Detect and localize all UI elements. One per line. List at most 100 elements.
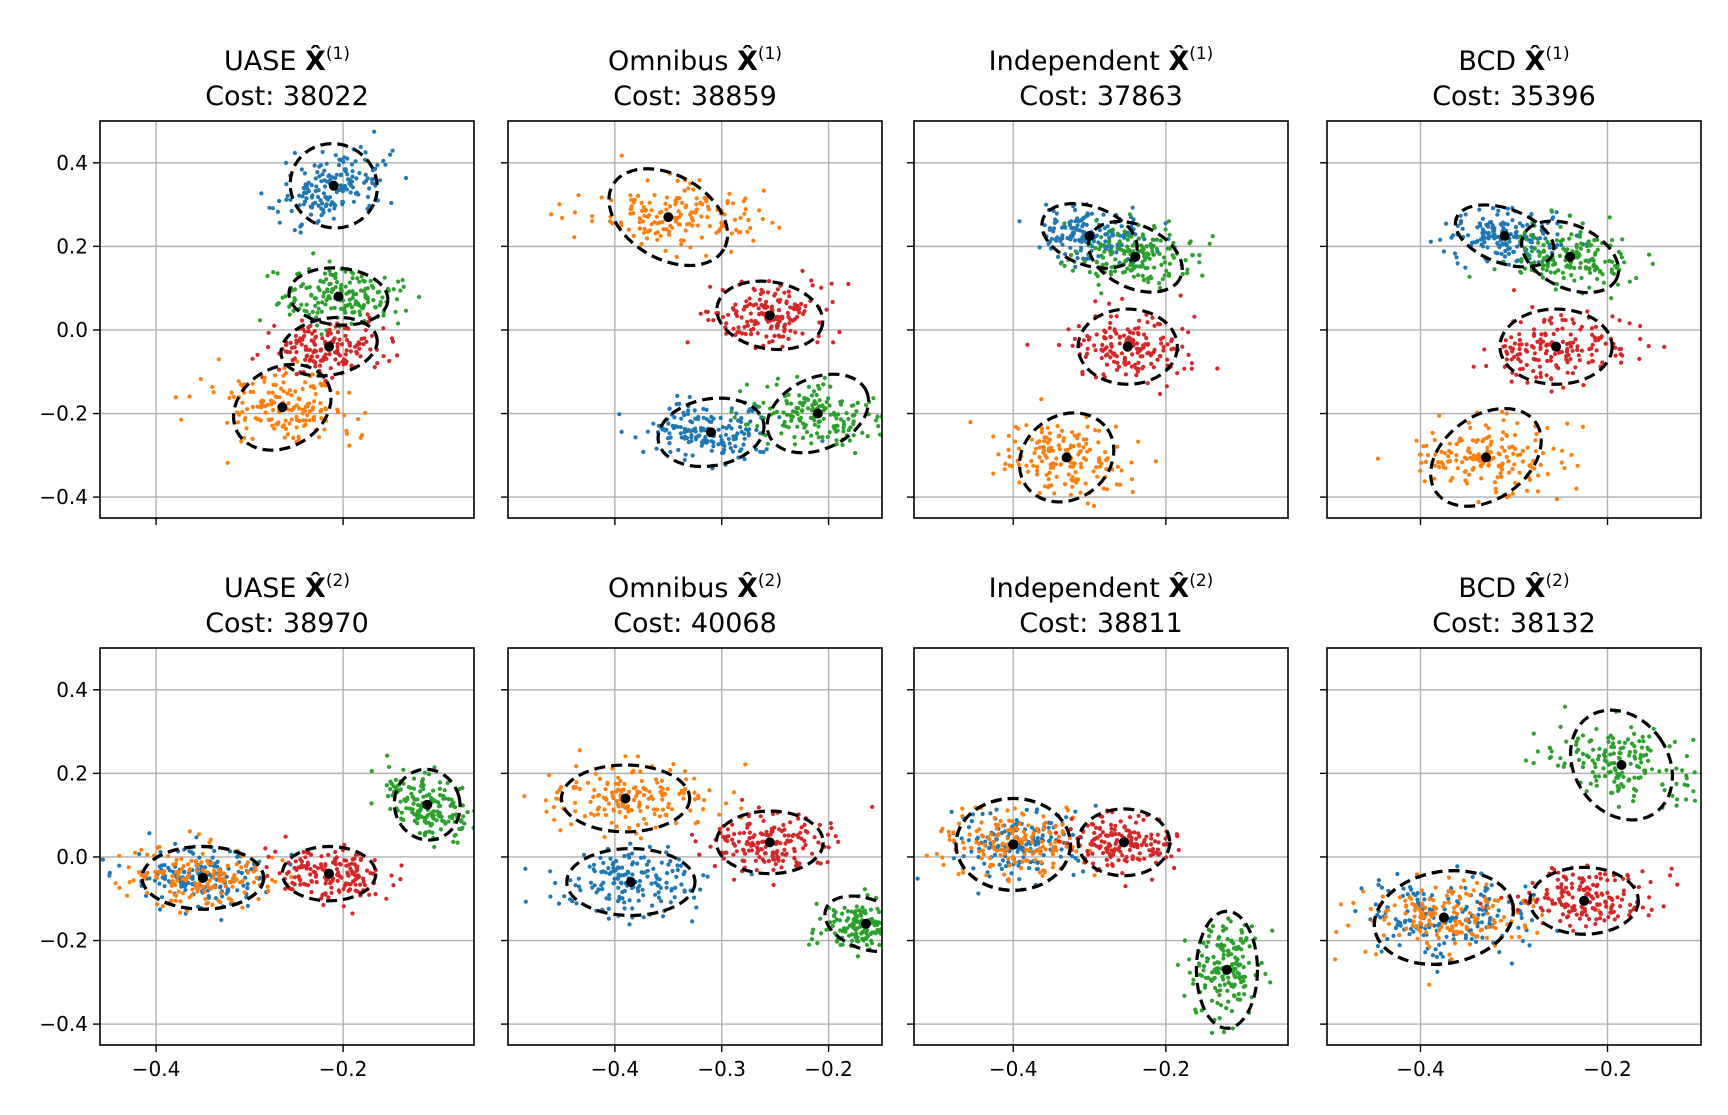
scatter-point bbox=[1546, 342, 1551, 347]
scatter-point bbox=[1449, 235, 1454, 240]
scatter-point bbox=[1510, 218, 1515, 223]
scatter-point bbox=[365, 194, 371, 200]
scatter-point bbox=[1012, 806, 1017, 811]
scatter-point bbox=[1172, 865, 1177, 871]
scatter-point bbox=[1114, 367, 1119, 372]
scatter-point bbox=[675, 178, 680, 183]
scatter-point bbox=[1123, 884, 1128, 889]
scatter-point bbox=[1536, 358, 1541, 363]
scatter-point bbox=[1581, 383, 1586, 388]
scatter-point bbox=[1119, 224, 1124, 229]
scatter-point bbox=[1423, 459, 1429, 464]
scatter-point bbox=[1228, 919, 1233, 924]
cluster-ellipse bbox=[287, 266, 390, 327]
scatter-point bbox=[265, 273, 270, 279]
scatter-point bbox=[1574, 486, 1579, 491]
scatter-point bbox=[1529, 261, 1534, 266]
scatter-point bbox=[382, 275, 387, 280]
scatter-point bbox=[1460, 460, 1465, 465]
scatter-point bbox=[127, 880, 132, 885]
scatter-point bbox=[845, 926, 850, 931]
scatter-point bbox=[665, 844, 671, 849]
scatter-point bbox=[631, 211, 636, 216]
scatter-point bbox=[1100, 255, 1106, 260]
scatter-point bbox=[596, 887, 601, 892]
scatter-point bbox=[251, 389, 256, 395]
scatter-point bbox=[820, 438, 825, 444]
scatter-point bbox=[598, 855, 603, 861]
scatter-point bbox=[828, 920, 833, 925]
scatter-point bbox=[647, 789, 652, 794]
scatter-point bbox=[1603, 341, 1608, 346]
scatter-point bbox=[1106, 841, 1112, 847]
scatter-point bbox=[746, 848, 752, 853]
scatter-point bbox=[1127, 847, 1132, 853]
scatter-point bbox=[668, 859, 673, 864]
scatter-point bbox=[661, 227, 666, 232]
scatter-point bbox=[1050, 865, 1055, 870]
scatter-point bbox=[401, 284, 406, 289]
scatter-point bbox=[1111, 849, 1116, 854]
scatter-point bbox=[203, 896, 208, 902]
scatter-point bbox=[674, 821, 679, 826]
scatter-point bbox=[283, 294, 288, 299]
scatter-point bbox=[749, 872, 754, 877]
scatter-point bbox=[1150, 237, 1155, 242]
scatter-point bbox=[1013, 822, 1018, 827]
scatter-point bbox=[692, 428, 697, 433]
scatter-point bbox=[1563, 249, 1568, 254]
scatter-point bbox=[1458, 221, 1463, 226]
scatter-point bbox=[1136, 325, 1141, 330]
scatter-point bbox=[316, 188, 321, 193]
scatter-point bbox=[1149, 842, 1154, 847]
grid bbox=[508, 648, 882, 1045]
scatter-point bbox=[292, 356, 297, 361]
scatter-point bbox=[1507, 239, 1512, 244]
scatter-point bbox=[1091, 469, 1096, 474]
ellipses bbox=[1017, 202, 1184, 504]
scatter-point bbox=[296, 406, 302, 411]
scatter-point bbox=[1225, 988, 1230, 994]
scatter-point bbox=[310, 205, 315, 210]
scatter-point bbox=[304, 302, 309, 307]
scatter-point bbox=[1418, 452, 1423, 457]
scatter-point bbox=[780, 344, 785, 349]
scatter-point bbox=[1474, 439, 1479, 444]
scatter-point bbox=[1054, 474, 1059, 480]
scatter-point bbox=[1189, 366, 1194, 371]
scatter-point bbox=[1115, 246, 1120, 251]
scatter-point bbox=[1525, 222, 1530, 227]
scatter-point bbox=[635, 754, 641, 759]
cluster-ellipse bbox=[288, 141, 379, 230]
y-tick-label: 0.0 bbox=[56, 318, 88, 342]
scatter-point bbox=[1118, 482, 1123, 487]
scatter-point bbox=[1131, 217, 1136, 222]
scatter-point bbox=[549, 212, 554, 217]
scatter-point bbox=[747, 821, 752, 826]
scatter-point bbox=[626, 789, 632, 795]
scatter-point bbox=[403, 308, 409, 313]
scatter-point bbox=[1587, 270, 1593, 275]
scatter-point bbox=[1206, 939, 1211, 945]
scatter-point bbox=[313, 360, 318, 365]
scatter-point bbox=[842, 905, 847, 910]
scatter-point bbox=[350, 857, 355, 862]
scatter-point bbox=[677, 791, 682, 797]
scatter-point bbox=[1162, 260, 1167, 265]
scatter-point bbox=[319, 408, 324, 413]
scatter-point bbox=[313, 364, 318, 369]
scatter-point bbox=[343, 284, 348, 289]
scatter-point bbox=[236, 379, 241, 384]
scatter-point bbox=[1053, 840, 1058, 845]
scatter-point bbox=[1446, 454, 1451, 459]
cluster-centroid bbox=[1122, 341, 1133, 352]
scatter-point bbox=[1122, 229, 1127, 234]
scatter-point bbox=[1141, 364, 1146, 369]
scatter-point bbox=[264, 865, 269, 870]
title-method: UASE bbox=[224, 573, 305, 604]
scatter-point bbox=[720, 451, 725, 456]
scatter-point bbox=[616, 872, 621, 877]
scatter-point bbox=[1080, 229, 1085, 234]
scatter-point bbox=[1531, 333, 1536, 338]
scatter-point bbox=[683, 452, 688, 457]
